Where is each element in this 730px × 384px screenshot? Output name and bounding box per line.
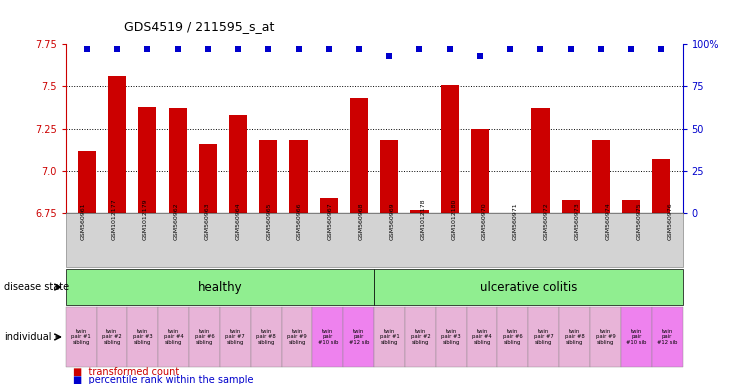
Point <box>263 46 274 52</box>
Text: twin
pair #1
sibling: twin pair #1 sibling <box>380 329 399 345</box>
Text: GSM560971: GSM560971 <box>513 202 518 240</box>
Point <box>474 53 485 59</box>
Text: twin
pair
#10 sib: twin pair #10 sib <box>626 329 647 345</box>
Text: individual: individual <box>4 332 51 342</box>
Text: GSM560974: GSM560974 <box>605 202 610 240</box>
Text: GSM560970: GSM560970 <box>482 202 487 240</box>
Point <box>111 46 123 52</box>
Text: twin
pair #7
sibling: twin pair #7 sibling <box>534 329 553 345</box>
Point <box>142 46 153 52</box>
Point <box>656 46 667 52</box>
Bar <box>380 141 399 213</box>
Text: twin
pair
#12 sib: twin pair #12 sib <box>348 329 369 345</box>
Text: GSM560965: GSM560965 <box>266 202 271 240</box>
Text: twin
pair #3
sibling: twin pair #3 sibling <box>442 329 461 345</box>
Text: ■  percentile rank within the sample: ■ percentile rank within the sample <box>73 375 253 384</box>
Text: disease state: disease state <box>4 282 69 292</box>
Text: twin
pair #9
sibling: twin pair #9 sibling <box>596 329 615 345</box>
Text: GSM560964: GSM560964 <box>235 202 240 240</box>
Text: ulcerative colitis: ulcerative colitis <box>480 281 577 293</box>
Text: GSM560962: GSM560962 <box>174 202 179 240</box>
Text: twin
pair
#12 sib: twin pair #12 sib <box>657 329 677 345</box>
Bar <box>199 144 217 213</box>
Point <box>172 46 183 52</box>
Text: GSM560976: GSM560976 <box>667 202 672 240</box>
Text: GSM560975: GSM560975 <box>637 202 641 240</box>
Point <box>444 46 456 52</box>
Text: twin
pair #8
sibling: twin pair #8 sibling <box>565 329 585 345</box>
Text: GSM560961: GSM560961 <box>81 202 86 240</box>
Bar <box>501 213 519 218</box>
Text: twin
pair #3
sibling: twin pair #3 sibling <box>133 329 153 345</box>
Point <box>202 46 214 52</box>
Text: twin
pair #9
sibling: twin pair #9 sibling <box>287 329 307 345</box>
Bar <box>320 198 338 213</box>
Point <box>504 46 516 52</box>
Text: twin
pair #7
sibling: twin pair #7 sibling <box>226 329 245 345</box>
Point <box>595 46 607 52</box>
Point <box>383 53 395 59</box>
Point <box>353 46 365 52</box>
Bar <box>622 200 640 213</box>
Text: twin
pair
#10 sib: twin pair #10 sib <box>318 329 338 345</box>
Bar <box>229 115 247 213</box>
Bar <box>259 141 277 213</box>
Text: ■  transformed count: ■ transformed count <box>73 367 180 377</box>
Point <box>293 46 304 52</box>
Text: GSM1012180: GSM1012180 <box>451 199 456 240</box>
Point <box>81 46 93 52</box>
Text: GSM560972: GSM560972 <box>544 202 549 240</box>
Bar <box>561 200 580 213</box>
Text: twin
pair #6
sibling: twin pair #6 sibling <box>503 329 523 345</box>
Bar <box>441 85 458 213</box>
Text: GSM560963: GSM560963 <box>204 202 210 240</box>
Text: healthy: healthy <box>198 281 242 293</box>
Text: twin
pair #6
sibling: twin pair #6 sibling <box>195 329 215 345</box>
Text: twin
pair #2
sibling: twin pair #2 sibling <box>102 329 122 345</box>
Text: GDS4519 / 211595_s_at: GDS4519 / 211595_s_at <box>124 20 274 33</box>
Text: GSM1012179: GSM1012179 <box>143 199 147 240</box>
Bar <box>169 108 187 213</box>
Text: twin
pair #2
sibling: twin pair #2 sibling <box>410 329 430 345</box>
Text: twin
pair #4
sibling: twin pair #4 sibling <box>164 329 183 345</box>
Text: GSM560966: GSM560966 <box>297 202 302 240</box>
Bar <box>108 76 126 213</box>
Text: twin
pair #4
sibling: twin pair #4 sibling <box>472 329 492 345</box>
Point <box>323 46 334 52</box>
Point <box>534 46 546 52</box>
Bar <box>78 151 96 213</box>
Bar <box>592 141 610 213</box>
Text: twin
pair #1
sibling: twin pair #1 sibling <box>72 329 91 345</box>
Text: GSM560973: GSM560973 <box>575 202 580 240</box>
Bar <box>410 210 429 213</box>
Text: twin
pair #8
sibling: twin pair #8 sibling <box>256 329 276 345</box>
Bar <box>138 107 156 213</box>
Point <box>414 46 426 52</box>
Text: GSM560969: GSM560969 <box>390 202 394 240</box>
Point <box>232 46 244 52</box>
Text: GSM1012177: GSM1012177 <box>112 199 117 240</box>
Bar <box>531 108 550 213</box>
Point <box>565 46 577 52</box>
Bar <box>290 141 307 213</box>
Bar <box>471 129 489 213</box>
Bar <box>653 159 670 213</box>
Point <box>626 46 637 52</box>
Text: GSM560967: GSM560967 <box>328 202 333 240</box>
Text: GSM560968: GSM560968 <box>358 202 364 240</box>
Text: GSM1012178: GSM1012178 <box>420 199 426 240</box>
Bar <box>350 98 368 213</box>
